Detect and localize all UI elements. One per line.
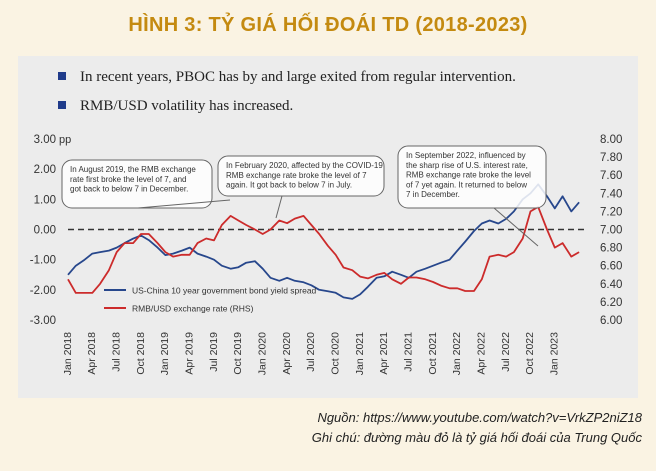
annotation-text-line: 7 in December. (406, 190, 460, 199)
x-axis-tick-label: Oct 2018 (135, 332, 147, 375)
right-axis-tick-label: 7.40 (600, 188, 622, 200)
annotation-text-line: In September 2022, influenced by (406, 151, 526, 160)
bullet-text: In recent years, PBOC has by and large e… (80, 69, 516, 85)
left-axis-unit: pp (59, 134, 71, 146)
x-axis-tick-label: Oct 2022 (524, 332, 536, 375)
bullet-text: RMB/USD volatility has increased. (80, 98, 294, 114)
annotation-text-line: In August 2019, the RMB exchange (70, 165, 196, 174)
right-axis-tick-label: 6.00 (600, 315, 622, 327)
right-axis-tick-label: 7.80 (600, 152, 622, 164)
bullet-item: In recent years, PBOC has by and large e… (58, 69, 516, 86)
right-axis-tick-label: 7.00 (600, 225, 622, 237)
x-axis-tick-label: Jan 2021 (354, 332, 366, 375)
annotation-box (397, 145, 547, 209)
bullet-square-icon (58, 101, 66, 109)
x-axis-tick-label: Jan 2022 (451, 332, 463, 375)
x-axis-tick-label: Jul 2022 (500, 332, 512, 372)
x-axis-tick-label: Jul 2021 (403, 332, 415, 372)
annotation-text-line: RMB exchange rate broke the level of 7 (226, 171, 367, 180)
x-axis-tick-label: Jul 2019 (208, 332, 220, 372)
left-axis-tick-label: -3.00 (30, 315, 56, 327)
figure-title: HÌNH 3: TỶ GIÁ HỐI ĐOÁI TD (2018-2023) (128, 14, 528, 36)
x-axis-tick-label: Apr 2019 (183, 332, 195, 375)
x-axis-tick-label: Apr 2018 (86, 332, 98, 375)
right-axis-tick-label: 6.80 (600, 243, 622, 255)
x-axis-tick-label: Oct 2021 (427, 332, 439, 375)
x-axis-tick-label: Jul 2020 (305, 332, 317, 372)
annotation-text-line: RMB exchange rate broke the level (406, 171, 531, 180)
right-axis-tick-label: 7.20 (600, 206, 622, 218)
annotation-box (61, 159, 213, 209)
series-line (67, 205, 580, 294)
bullet-item: RMB/USD volatility has increased. (58, 98, 293, 115)
x-axis-tick-label: Oct 2019 (232, 332, 244, 375)
annotation-pointer (493, 207, 539, 247)
legend-label: US-China 10 year government bond yield s… (132, 286, 317, 296)
annotation-text-line: of 7 yet again. It returned to below (406, 180, 527, 189)
left-axis-tick-label: 0.00 (34, 225, 56, 237)
annotation-text-line: again. It got back to below 7 in July. (226, 181, 352, 190)
x-axis-tick-label: Apr 2021 (378, 332, 390, 375)
x-axis-tick-label: Jan 2018 (62, 332, 74, 375)
right-axis-tick-label: 7.60 (600, 170, 622, 182)
right-axis-tick-label: 8.00 (600, 134, 622, 146)
x-axis-tick-label: Jan 2020 (256, 332, 268, 375)
bullet-square-icon (58, 72, 66, 80)
x-axis-tick-label: Apr 2022 (476, 332, 488, 375)
source-line: Nguồn: https://www.youtube.com/watch?v=V… (317, 410, 642, 425)
left-axis-tick-label: -1.00 (30, 255, 56, 267)
x-axis-tick-label: Apr 2020 (281, 332, 293, 375)
exchange-rate-chart: pp3.00 2.00 1.00 0.00 -1.00 -2.00 -3.00 8.00 7.8… (30, 134, 623, 375)
annotation-text-line: got back to below 7 in December. (70, 185, 188, 194)
note-line: Ghi chú: đường màu đỏ là tỷ giá hối đoái… (311, 430, 642, 445)
left-axis-tick-label: 2.00 (34, 164, 56, 176)
annotation-text-line: the sharp rise of U.S. interest rate, (406, 161, 528, 170)
x-axis-tick-label: Jan 2023 (549, 332, 561, 375)
source-block: Nguồn: https://www.youtube.com/watch?v=V… (312, 408, 642, 448)
right-axis-tick-label: 6.20 (600, 297, 622, 309)
x-axis-tick-label: Jul 2018 (110, 332, 122, 372)
right-axis-tick-label: 6.60 (600, 261, 622, 273)
left-axis-tick-label: -2.00 (30, 285, 56, 297)
annotation-text-line: In February 2020, affected by the COVID-… (226, 161, 383, 170)
slide-panel: In recent years, PBOC has by and large e… (18, 56, 638, 398)
x-axis-tick-label: Jan 2019 (159, 332, 171, 375)
left-axis-tick-label: 1.00 (34, 194, 56, 206)
annotation-pointer (275, 195, 283, 219)
x-axis-tick-label: Oct 2020 (330, 332, 342, 375)
legend-label: RMB/USD exchange rate (RHS) (132, 304, 254, 314)
series-line (67, 183, 580, 300)
right-axis-tick-label: 6.40 (600, 279, 622, 291)
annotation-pointer (137, 199, 231, 209)
left-axis-tick-label: 3.00 (34, 134, 56, 146)
annotation-text-line: rate first broke the level of 7, and (70, 175, 187, 184)
annotation-box (217, 155, 385, 197)
